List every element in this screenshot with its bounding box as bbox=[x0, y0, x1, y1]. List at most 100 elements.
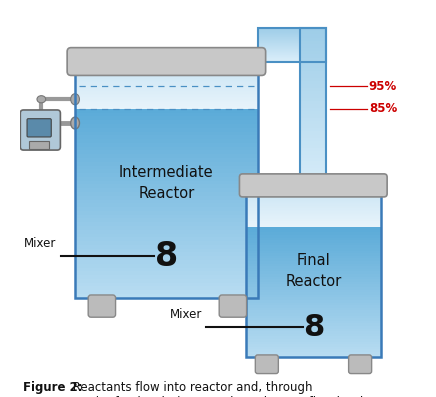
Bar bbox=[246, 199, 381, 200]
Bar bbox=[300, 41, 326, 44]
Bar bbox=[246, 226, 381, 227]
Text: Mixer: Mixer bbox=[24, 237, 56, 251]
Bar bbox=[246, 248, 381, 251]
Bar bbox=[258, 53, 326, 54]
Bar bbox=[258, 55, 326, 56]
Bar bbox=[300, 141, 326, 145]
Bar bbox=[246, 290, 381, 292]
Bar bbox=[300, 138, 326, 141]
Bar bbox=[75, 116, 258, 120]
Bar bbox=[258, 33, 326, 34]
Bar bbox=[75, 79, 258, 80]
Bar bbox=[75, 128, 258, 131]
Bar bbox=[246, 191, 381, 192]
Bar bbox=[300, 154, 326, 158]
Bar bbox=[300, 185, 326, 188]
Bar bbox=[246, 269, 381, 272]
Bar bbox=[75, 93, 258, 94]
FancyBboxPatch shape bbox=[349, 355, 371, 374]
Bar bbox=[75, 135, 258, 139]
Bar bbox=[75, 90, 258, 91]
FancyBboxPatch shape bbox=[88, 295, 116, 317]
Bar bbox=[75, 67, 258, 68]
Bar bbox=[246, 256, 381, 258]
Bar bbox=[246, 261, 381, 264]
Bar bbox=[75, 86, 258, 87]
Bar bbox=[75, 76, 258, 77]
Bar bbox=[246, 196, 381, 197]
Bar bbox=[75, 103, 258, 104]
Bar bbox=[246, 240, 381, 243]
Bar bbox=[246, 223, 381, 224]
Bar bbox=[246, 224, 381, 225]
Bar bbox=[300, 78, 326, 81]
Bar bbox=[75, 96, 258, 97]
Bar bbox=[75, 286, 258, 290]
Bar bbox=[246, 308, 381, 310]
Bar bbox=[258, 37, 326, 38]
Ellipse shape bbox=[71, 117, 79, 129]
Bar bbox=[75, 77, 258, 78]
Bar bbox=[300, 101, 326, 104]
Bar bbox=[75, 101, 258, 102]
Bar bbox=[75, 260, 258, 264]
Bar bbox=[75, 166, 258, 170]
Bar bbox=[75, 81, 258, 83]
Bar bbox=[246, 321, 381, 324]
Bar bbox=[258, 49, 326, 50]
Bar bbox=[246, 220, 381, 221]
Bar bbox=[75, 92, 258, 93]
Bar bbox=[75, 162, 258, 166]
Bar bbox=[246, 205, 381, 206]
Bar bbox=[75, 105, 258, 106]
FancyBboxPatch shape bbox=[255, 355, 278, 374]
FancyBboxPatch shape bbox=[27, 119, 51, 137]
Bar bbox=[246, 233, 381, 235]
Bar bbox=[75, 294, 258, 298]
Bar bbox=[246, 209, 381, 210]
Bar bbox=[300, 181, 326, 185]
Bar bbox=[75, 249, 258, 252]
Bar bbox=[75, 207, 258, 211]
Bar bbox=[300, 125, 326, 128]
Bar bbox=[246, 212, 381, 213]
Bar bbox=[258, 28, 326, 62]
Bar bbox=[246, 211, 381, 212]
Bar bbox=[75, 188, 258, 192]
Bar bbox=[75, 211, 258, 215]
Bar bbox=[246, 210, 381, 211]
Bar bbox=[75, 120, 258, 124]
Bar bbox=[75, 230, 258, 233]
Bar bbox=[75, 98, 258, 99]
Bar bbox=[300, 88, 326, 91]
Bar bbox=[246, 347, 381, 349]
Bar bbox=[246, 331, 381, 334]
Bar bbox=[75, 88, 258, 89]
Bar bbox=[246, 204, 381, 205]
Bar bbox=[300, 38, 326, 41]
Bar bbox=[246, 194, 381, 195]
Bar bbox=[258, 34, 326, 35]
Bar bbox=[246, 253, 381, 256]
Bar bbox=[300, 51, 326, 54]
Bar bbox=[300, 44, 326, 48]
Bar bbox=[300, 61, 326, 64]
Bar bbox=[300, 75, 326, 78]
Bar bbox=[75, 102, 258, 103]
Bar bbox=[246, 287, 381, 290]
Bar bbox=[300, 28, 326, 31]
Bar bbox=[300, 31, 326, 35]
Text: 85%: 85% bbox=[369, 102, 397, 116]
Bar bbox=[246, 355, 381, 357]
Bar bbox=[300, 91, 326, 94]
Bar bbox=[75, 87, 258, 88]
Bar bbox=[246, 334, 381, 337]
Text: 8: 8 bbox=[155, 240, 178, 273]
Bar bbox=[246, 279, 381, 282]
Bar bbox=[246, 198, 381, 199]
Bar bbox=[300, 151, 326, 154]
Bar bbox=[75, 131, 258, 135]
Bar bbox=[300, 145, 326, 148]
Bar bbox=[246, 195, 381, 196]
FancyBboxPatch shape bbox=[67, 48, 266, 75]
